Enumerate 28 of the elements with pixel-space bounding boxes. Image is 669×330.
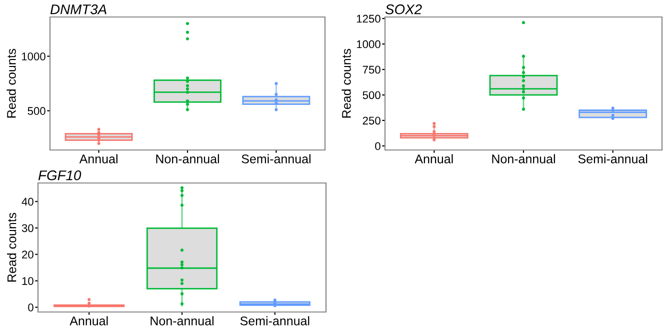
y-tick-label: 1000 <box>356 40 380 48</box>
y-tick-label: 40 <box>22 198 34 206</box>
y-tick-label: 500 <box>28 107 46 115</box>
y-tick-label: 500 <box>362 91 380 100</box>
x-tick-label: Annual <box>414 154 453 164</box>
y-tick-label: 750 <box>362 66 380 74</box>
y-tick-label: 1000 <box>22 52 46 60</box>
y-axis-title: Read counts <box>6 48 16 118</box>
x-tick-label: Non-annual <box>156 154 219 164</box>
y-tick-label: 30 <box>22 224 34 232</box>
chart-title: FGF10 <box>38 170 82 180</box>
x-tick-label: Non-annual <box>492 154 555 164</box>
y-tick-label: 0 <box>28 304 34 312</box>
x-tick-label: Annual <box>79 154 118 164</box>
x-tick-label: Annual <box>70 316 108 326</box>
y-tick-label: 10 <box>22 277 34 285</box>
chart-title: DNMT3A <box>50 4 106 14</box>
chart-title: SOX2 <box>385 4 422 14</box>
x-tick-label: Semi-annual <box>242 154 310 164</box>
y-tick-label: 1250 <box>356 14 380 23</box>
x-tick-label: Semi-annual <box>240 316 310 326</box>
y-tick-label: 0 <box>375 142 380 150</box>
y-tick-label: 250 <box>362 116 380 125</box>
x-tick-label: Non-annual <box>150 316 214 326</box>
x-tick-label: Semi-annual <box>578 154 648 164</box>
y-axis-title: Read counts <box>342 48 351 118</box>
y-tick-label: 20 <box>22 250 34 259</box>
y-axis-title: Read counts <box>7 212 16 282</box>
